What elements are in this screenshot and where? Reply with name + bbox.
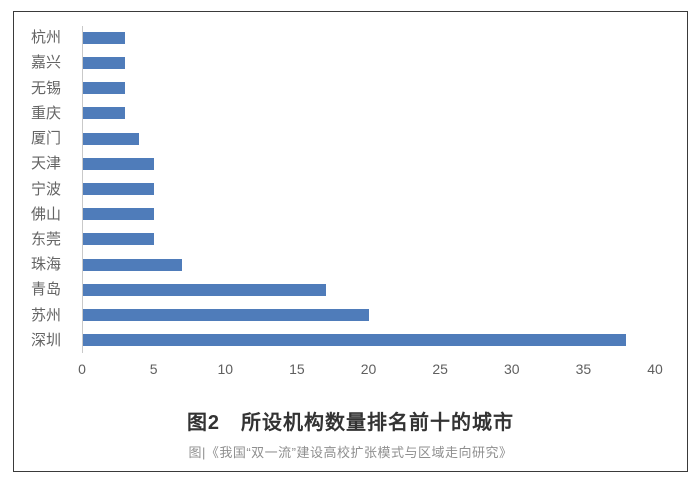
bar-track xyxy=(82,126,655,151)
category-label: 厦门 xyxy=(30,130,61,148)
bar-track xyxy=(82,252,655,277)
category-label: 青岛 xyxy=(30,281,61,299)
category-label: 杭州 xyxy=(30,29,61,47)
bar-row: 佛山 xyxy=(14,202,655,227)
category-label: 深圳 xyxy=(30,331,61,349)
bar-row: 重庆 xyxy=(14,101,655,126)
bar xyxy=(82,56,125,69)
bar-row: 苏州 xyxy=(14,303,655,328)
bar xyxy=(82,132,140,145)
category-label: 宁波 xyxy=(30,180,61,198)
x-tick-label: 5 xyxy=(149,361,158,377)
bar xyxy=(82,334,627,347)
x-tick-label: 40 xyxy=(647,361,663,377)
category-label: 无锡 xyxy=(30,79,61,97)
x-tick-label: 30 xyxy=(503,361,520,377)
bar-row: 宁波 xyxy=(14,176,655,201)
x-tick-label: 15 xyxy=(289,361,305,377)
x-tick-label: 25 xyxy=(432,361,448,377)
bar xyxy=(82,208,154,221)
bar-track xyxy=(82,227,655,252)
category-label: 佛山 xyxy=(30,205,61,223)
bar-track xyxy=(82,277,655,302)
category-label: 嘉兴 xyxy=(30,54,61,72)
category-label: 重庆 xyxy=(30,104,61,122)
bar xyxy=(82,82,125,95)
bar-row: 杭州 xyxy=(14,25,655,50)
bar-row: 东莞 xyxy=(14,227,655,252)
bar-track xyxy=(82,303,655,328)
bar-row: 青岛 xyxy=(14,277,655,302)
figure-frame: 杭州嘉兴无锡重庆厦门天津宁波佛山东莞珠海青岛苏州深圳 0 5 10 15 20 25 30 3… xyxy=(13,11,688,472)
bar-track xyxy=(82,151,655,176)
bar xyxy=(82,107,125,120)
x-axis: 0 5 10 15 20 25 30 35 40 xyxy=(78,361,663,380)
bar-row: 深圳 xyxy=(14,328,655,353)
bar-chart: 杭州嘉兴无锡重庆厦门天津宁波佛山东莞珠海青岛苏州深圳 xyxy=(14,25,655,353)
x-tick-label: 0 xyxy=(78,361,86,377)
bar-row: 天津 xyxy=(14,151,655,176)
bar xyxy=(82,283,326,296)
bar xyxy=(82,258,183,271)
bar-row: 无锡 xyxy=(14,75,655,100)
x-tick-label: 35 xyxy=(575,361,592,377)
figure-source-caption: 图|《我国“双一流”建设高校扩张模式与区域走向研究》 xyxy=(188,445,513,460)
bar-track xyxy=(82,202,655,227)
bar-track xyxy=(82,75,655,100)
bar-row: 厦门 xyxy=(14,126,655,151)
y-axis-line xyxy=(82,26,83,353)
bar xyxy=(82,233,154,246)
x-tick-label: 20 xyxy=(360,361,377,377)
bar-track xyxy=(82,176,655,201)
category-label: 东莞 xyxy=(30,230,61,248)
x-tick-label: 10 xyxy=(217,361,234,377)
bar xyxy=(82,183,154,196)
bar-track xyxy=(82,25,655,50)
category-label: 天津 xyxy=(30,155,61,173)
bar-track xyxy=(82,328,655,353)
figure-title: 图2 所设机构数量排名前十的城市 xyxy=(186,412,515,434)
bar xyxy=(82,309,369,322)
category-label: 苏州 xyxy=(30,306,61,324)
bar-rows: 杭州嘉兴无锡重庆厦门天津宁波佛山东莞珠海青岛苏州深圳 xyxy=(14,25,655,353)
bar-track xyxy=(82,101,655,126)
bar xyxy=(82,157,154,170)
bar-row: 嘉兴 xyxy=(14,50,655,75)
category-label: 珠海 xyxy=(30,256,61,274)
bar xyxy=(82,31,125,44)
bar-track xyxy=(82,50,655,75)
bar-row: 珠海 xyxy=(14,252,655,277)
